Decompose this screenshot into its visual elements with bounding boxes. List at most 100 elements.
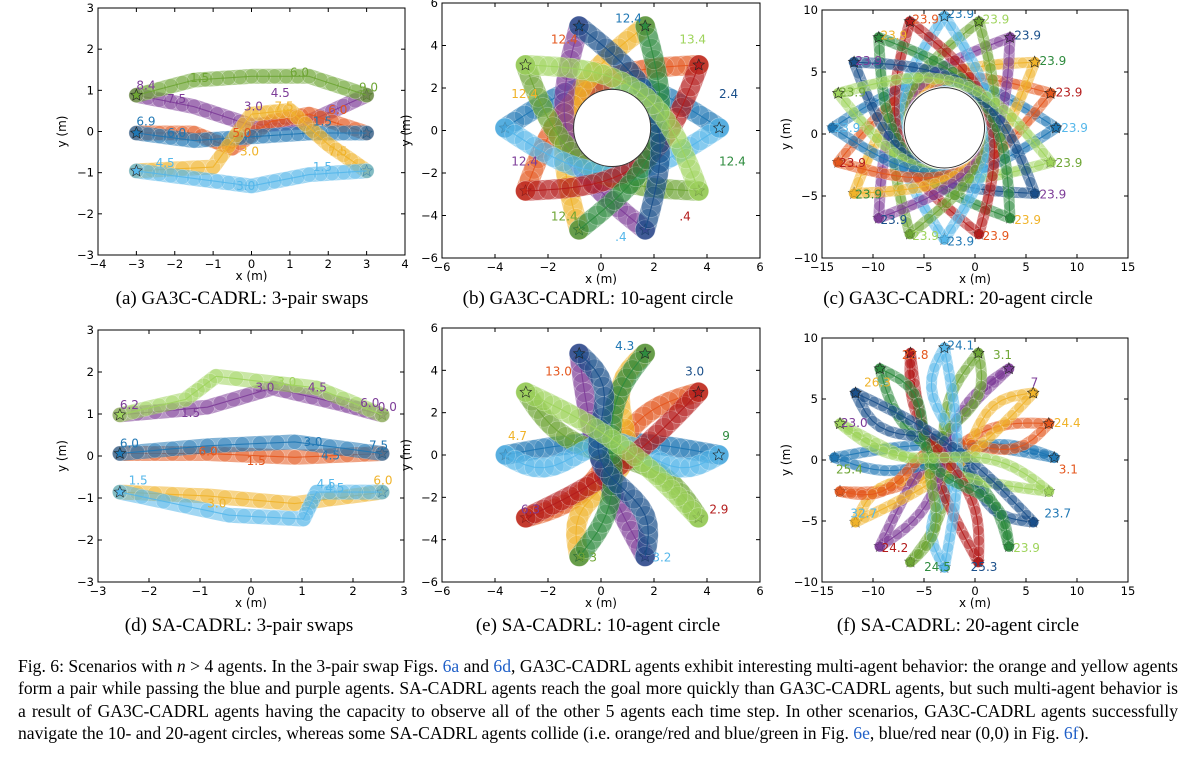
plot-area: 8.47.56.96.0 5.03.01.56.04.57.53.01.59.01…: [128, 65, 378, 194]
agent-disc: [973, 228, 985, 240]
time-annotation: 7.5: [167, 92, 186, 106]
time-annotation: 32.7: [850, 507, 877, 521]
time-annotation: 23.9: [834, 121, 861, 135]
goal-star-icon: [519, 58, 532, 71]
time-annotation: 3.2: [652, 550, 671, 564]
goal-star-icon: [937, 341, 951, 354]
figure-ref-link[interactable]: 6d: [493, 656, 512, 676]
x-tick-label: −15: [810, 584, 834, 598]
x-tick-label: −3: [90, 584, 107, 598]
subcaption-d: (d) SA-CADRL: 3-pair swaps: [124, 615, 354, 636]
caption-text: n: [176, 656, 186, 676]
x-axis-label: x (m): [585, 596, 617, 610]
x-axis-label: x (m): [235, 596, 267, 610]
time-annotation: 2.9: [709, 502, 728, 516]
figure-ref-link[interactable]: 6e: [853, 722, 870, 743]
goal-star-icon: [833, 416, 847, 430]
y-tick-label: −4: [421, 533, 438, 547]
agent-disc: [358, 87, 375, 104]
time-annotation: 25.4: [836, 462, 863, 476]
x-tick-label: 4: [703, 584, 710, 598]
goal-star-icon: [113, 446, 127, 459]
goal-star-icon: [831, 86, 845, 99]
agent-disc: [834, 485, 846, 498]
y-axis-label: y (m): [779, 118, 793, 150]
x-tick-label: 5: [1022, 584, 1029, 598]
time-annotation: 6.0: [199, 444, 218, 458]
goal-star-icon: [519, 385, 533, 398]
time-annotation: 23.9: [839, 156, 866, 170]
y-tick-label: −6: [421, 575, 438, 589]
time-annotation: 3.0: [207, 497, 226, 511]
time-annotation: 24.4: [1054, 416, 1081, 430]
agent-path-line: [879, 368, 1010, 547]
agent-disc: [634, 219, 656, 241]
goal-star-icon: [904, 346, 917, 359]
x-tick-label: 1: [286, 257, 293, 271]
goal-star-icon: [1026, 386, 1040, 399]
time-annotation: 13.0: [545, 365, 572, 379]
time-annotation: 12.4: [615, 12, 642, 26]
time-annotation: 1.5: [129, 473, 148, 487]
x-tick-label: −15: [810, 260, 834, 274]
agent-path-line: [136, 170, 367, 187]
y-tick-label: −10: [794, 251, 818, 265]
time-annotation: 23.9: [983, 13, 1010, 27]
time-annotation: 1.5: [313, 160, 332, 174]
goal-star-icon: [1028, 55, 1042, 68]
time-annotation: 23.9: [912, 229, 939, 243]
goal-star-icon: [572, 19, 586, 32]
time-annotation: 7: [1031, 376, 1039, 390]
time-annotation: 8.4: [136, 79, 155, 93]
subcaption-a: (a) GA3C-CADRL: 3-pair swaps: [115, 288, 369, 309]
time-annotation: 23.0: [841, 416, 868, 430]
caption-text: , blue/red near (0,0) in Fig.: [869, 722, 1064, 743]
agent-disc: [828, 451, 841, 464]
y-tick-label: 3: [87, 1, 94, 15]
time-annotation: 1.5: [247, 454, 266, 468]
y-tick-label: 0: [811, 453, 818, 467]
time-annotation: 23.9: [1056, 156, 1083, 170]
time-annotation: 23.9: [855, 188, 882, 202]
goal-star-icon: [972, 14, 986, 28]
time-annotation: 3.0: [685, 365, 704, 379]
time-annotation: 3.0: [277, 375, 296, 389]
plot-area: 12.4 12.4 12.4 12.4 12.4 .4 .4 12.4 2.4 13.4: [494, 12, 746, 244]
time-annotation: 24.1: [947, 339, 974, 353]
x-tick-label: −4: [487, 584, 504, 598]
x-tick-label: 0: [971, 260, 978, 274]
caption-text: Fig. 6: Scenarios with: [18, 656, 177, 676]
time-annotation: 6.0: [373, 473, 392, 487]
goal-star-icon: [129, 126, 143, 139]
time-annotation: 3.0: [303, 435, 322, 449]
y-axis-label: y (m): [399, 439, 413, 471]
y-tick-label: 10: [803, 3, 818, 17]
x-tick-label: 4: [401, 257, 408, 271]
figure-ref-link[interactable]: 6a: [442, 656, 460, 676]
goal-star-icon: [1042, 416, 1056, 430]
x-tick-label: 2: [650, 584, 657, 598]
time-annotation: 5.0: [232, 126, 251, 140]
y-tick-label: 5: [811, 65, 818, 79]
time-annotation: 23.7: [1044, 507, 1071, 521]
x-tick-label: 0: [247, 584, 254, 598]
x-tick-label: 15: [1121, 584, 1136, 598]
y-tick-label: 0: [87, 449, 94, 463]
time-annotation: 23.9: [855, 54, 882, 68]
time-annotation: 9.3: [578, 550, 597, 564]
time-annotation: 3.0: [240, 145, 259, 159]
panel-d: 6.26.01.53.0 4.56.07.53.04.56.01.53.04.51…: [55, 323, 408, 610]
x-tick-label: 5: [1022, 260, 1029, 274]
figure-ref-link[interactable]: 6f: [1063, 722, 1079, 743]
time-annotation: 4.5: [321, 448, 340, 462]
y-tick-label: −5: [801, 514, 818, 528]
x-tick-label: 10: [1070, 260, 1085, 274]
goal-star-icon: [937, 10, 951, 22]
panel-b: 12.4 12.4 12.4 12.4 12.4 .4 .4 12.4 2.4 13.4 −6 −4 −…: [399, 0, 764, 286]
x-tick-label: −4: [487, 260, 504, 274]
y-tick-label: −6: [421, 251, 438, 265]
plot-area: 24.1 22.8 26.3 23.0 25.4 32.7 24.2 24.5 25.3 23.9…: [828, 339, 1081, 574]
x-tick-label: 3: [400, 584, 407, 598]
figure-caption: Fig. 6: Scenarios with n > 4 agents. In …: [18, 655, 1178, 744]
y-tick-label: 4: [431, 363, 438, 377]
